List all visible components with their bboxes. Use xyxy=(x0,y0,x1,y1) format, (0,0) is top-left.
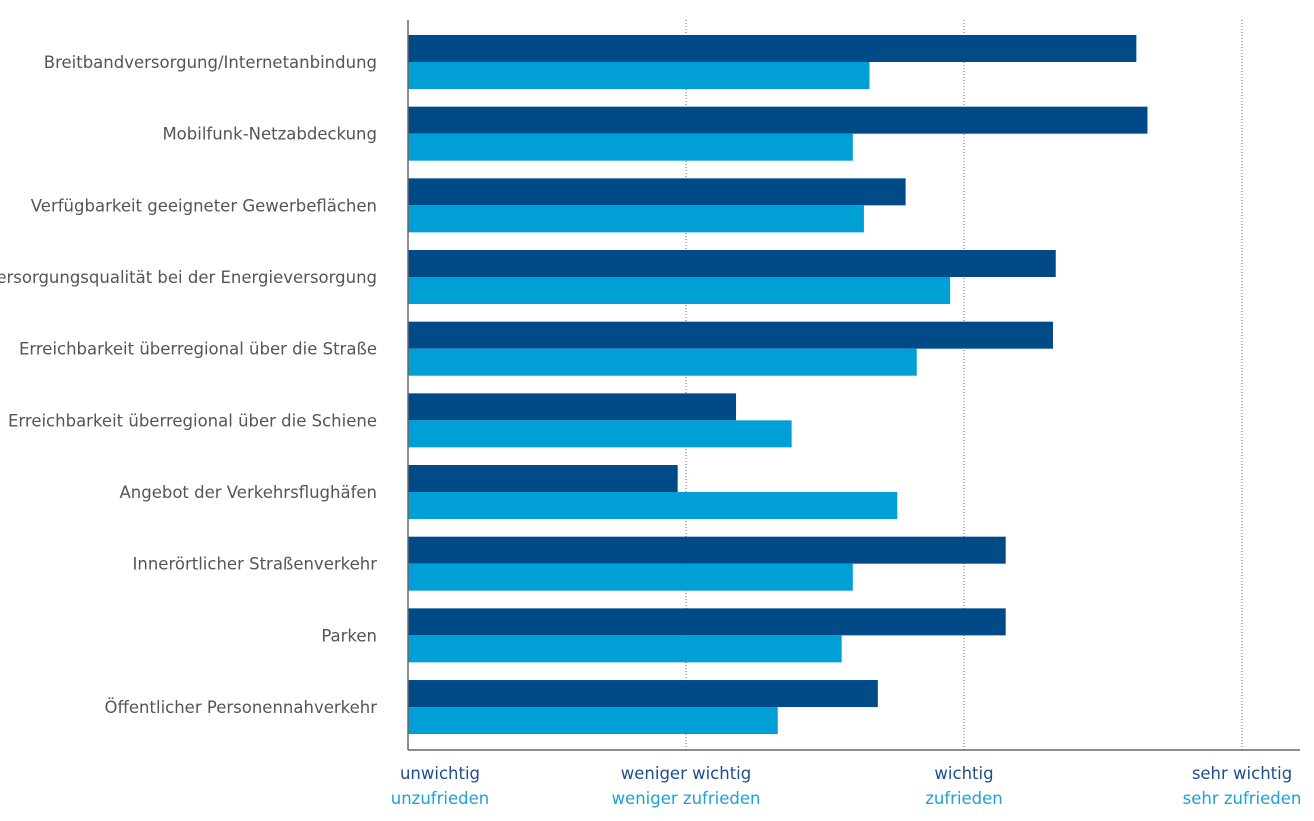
category-label: Verfügbarkeit geeigneter Gewerbeflächen xyxy=(31,196,377,215)
x-tick-label-importance: weniger wichtig xyxy=(621,764,751,783)
category-label: Versorgungsqualität bei der Energieverso… xyxy=(0,268,377,287)
bar-series-1 xyxy=(408,321,1053,349)
x-tick-label-satisfaction: zufrieden xyxy=(925,789,1003,808)
bar-series-2 xyxy=(408,635,842,663)
bar-series-2 xyxy=(408,563,853,591)
bar-series-1 xyxy=(408,608,1006,636)
bar-series-2 xyxy=(408,205,864,233)
x-tick-label-importance: unwichtig xyxy=(400,764,480,783)
bar-series-2 xyxy=(408,62,870,89)
category-label: Mobilfunk-Netzabdeckung xyxy=(162,125,377,144)
category-label: Innerörtlicher Straßenverkehr xyxy=(133,555,378,574)
bar-series-1 xyxy=(408,536,1006,564)
bar-series-2 xyxy=(408,348,917,376)
category-label: Parken xyxy=(321,626,377,645)
x-tick-label-satisfaction: weniger zufrieden xyxy=(612,789,761,808)
bar-series-1 xyxy=(408,393,737,421)
bar-series-1 xyxy=(408,465,678,493)
bar-series-1 xyxy=(408,178,906,206)
x-tick-label-satisfaction: sehr zufrieden xyxy=(1183,789,1302,808)
bar-series-2 xyxy=(408,133,853,161)
bar-series-1 xyxy=(408,106,1148,134)
bar-series-1 xyxy=(408,250,1056,278)
category-label: Angebot der Verkehrsflughäfen xyxy=(119,483,377,502)
category-label: Erreichbarkeit überregional über die Str… xyxy=(19,340,377,359)
bar-series-2 xyxy=(408,492,898,520)
x-tick-label-importance: wichtig xyxy=(934,764,993,783)
bar-series-2 xyxy=(408,707,778,735)
x-tick-label-importance: sehr wichtig xyxy=(1192,764,1292,783)
bar-series-1 xyxy=(408,35,1137,62)
category-label: Öffentlicher Personennahverkehr xyxy=(105,698,378,717)
bar-series-2 xyxy=(408,277,951,305)
category-label: Breitbandversorgung/Internetanbindung xyxy=(44,53,377,72)
bar-series-2 xyxy=(408,420,792,448)
bar-series-1 xyxy=(408,680,878,708)
x-tick-label-satisfaction: unzufrieden xyxy=(391,789,489,808)
category-label: Erreichbarkeit überregional über die Sch… xyxy=(8,411,377,430)
